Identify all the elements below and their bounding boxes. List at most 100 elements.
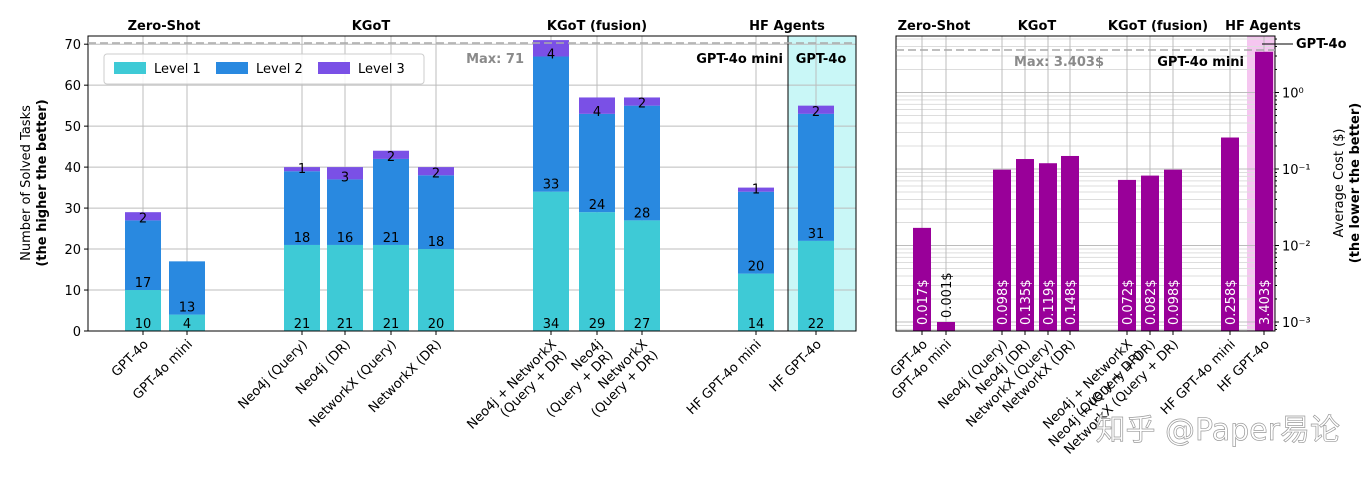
bar-level1 bbox=[738, 273, 774, 331]
data-label-level2: 16 bbox=[337, 231, 354, 246]
left-ytick-label: 70 bbox=[64, 38, 81, 53]
watermark-text: 知乎 @Paper易论 bbox=[1096, 413, 1341, 448]
cost-bar bbox=[993, 169, 1011, 331]
cost-value-label: 0.135$ bbox=[1019, 280, 1034, 326]
bar-level1 bbox=[125, 290, 161, 331]
left-annotation-gpt4o-mini: GPT-4o mini bbox=[696, 52, 783, 67]
average-cost-chart: 10⁻³ 10⁻² 10⁻¹ 10⁰ 0.017$ 0.001$ 0.098$ 0.135$… bbox=[888, 19, 1363, 458]
data-label-level3: 1 bbox=[752, 183, 760, 198]
data-label-level2: 31 bbox=[808, 227, 825, 242]
left-ylabel-sub: (the higher the better) bbox=[35, 99, 50, 266]
bar-level1 bbox=[579, 212, 615, 331]
bar-level1 bbox=[624, 220, 660, 331]
cost-value-label: 3.403$ bbox=[1258, 280, 1273, 326]
legend-swatch-level2 bbox=[216, 62, 248, 74]
data-label-level1: 21 bbox=[337, 317, 354, 332]
data-label-level3: 4 bbox=[547, 47, 555, 62]
data-label-level2: 33 bbox=[543, 178, 560, 193]
right-annotation-gpt4o-mini: GPT-4o mini bbox=[1157, 55, 1244, 70]
data-label-level3: 2 bbox=[139, 211, 147, 226]
bar-level3 bbox=[327, 167, 363, 180]
cost-value-label: 0.017$ bbox=[916, 280, 931, 326]
left-ytick-label: 0 bbox=[73, 325, 81, 340]
cost-bar bbox=[1164, 169, 1182, 331]
left-ytick-label: 30 bbox=[64, 202, 81, 217]
left-xtick-label: NetworkX (Query) bbox=[307, 337, 400, 430]
left-xtick-label: Neo4j (Query) bbox=[236, 337, 311, 412]
left-group-label: Zero-Shot bbox=[128, 19, 201, 34]
left-xtick-label: Neo4j + NetworkX(Query + DR) bbox=[464, 337, 570, 443]
data-label-level3: 1 bbox=[298, 162, 306, 177]
legend: Level 1 Level 2 Level 3 bbox=[103, 53, 425, 85]
cost-bar bbox=[937, 322, 955, 331]
data-label-level2: 18 bbox=[428, 235, 445, 250]
left-ytick-label: 50 bbox=[64, 120, 81, 135]
bar-level3 bbox=[125, 212, 161, 221]
cost-value-label: 0.001$ bbox=[940, 273, 955, 319]
legend-box bbox=[103, 53, 425, 85]
data-label-level3: 2 bbox=[387, 150, 395, 165]
left-ytick-label: 60 bbox=[64, 79, 81, 94]
left-ytick-label: 40 bbox=[64, 161, 81, 176]
data-label-level1: 20 bbox=[428, 317, 445, 332]
cost-value-label: 0.098$ bbox=[1167, 280, 1182, 326]
right-ylabel: Average Cost ($) bbox=[1332, 129, 1347, 238]
left-ytick-label: 20 bbox=[64, 243, 81, 258]
legend-label-level1: Level 1 bbox=[154, 62, 201, 77]
data-label-level1: 10 bbox=[135, 317, 152, 332]
bar-level1 bbox=[284, 244, 320, 331]
data-label-level1: 22 bbox=[808, 317, 825, 332]
bar-level1 bbox=[418, 249, 454, 331]
data-label-level1: 14 bbox=[748, 317, 765, 332]
bar-level2 bbox=[125, 220, 161, 291]
right-plot-frame bbox=[895, 35, 1276, 332]
data-label-level1: 4 bbox=[183, 317, 191, 332]
data-label-level3: 2 bbox=[432, 166, 440, 181]
right-ytick-label: 10⁻³ bbox=[1282, 316, 1311, 331]
bar-level3 bbox=[798, 105, 834, 114]
data-label-level1: 21 bbox=[383, 317, 400, 332]
legend-label-level3: Level 3 bbox=[358, 62, 405, 77]
right-ytick-label: 10⁻² bbox=[1282, 240, 1311, 255]
bar-level2 bbox=[284, 171, 320, 245]
data-label-level1: 34 bbox=[543, 317, 560, 332]
bar-level3 bbox=[284, 167, 320, 172]
data-label-level2: 28 bbox=[634, 206, 651, 221]
left-max-label: Max: 71 bbox=[466, 52, 524, 67]
bar-level1 bbox=[798, 240, 834, 331]
legend-swatch-level3 bbox=[318, 62, 350, 74]
data-label-level3: 2 bbox=[812, 105, 820, 120]
left-ytick-label: 10 bbox=[64, 284, 81, 299]
left-plot-frame bbox=[87, 35, 857, 332]
bar-level3 bbox=[533, 40, 569, 57]
data-label-level3: 3 bbox=[341, 170, 349, 185]
cost-bar bbox=[1016, 159, 1034, 331]
right-group-label: KGoT bbox=[1018, 19, 1057, 34]
left-ylabel: Number of Solved Tasks bbox=[19, 105, 34, 261]
legend-swatch-level1 bbox=[114, 62, 146, 74]
right-annotation-gpt4o: GPT-4o bbox=[1296, 37, 1347, 52]
bar-level1 bbox=[169, 314, 205, 331]
bar-level2 bbox=[327, 179, 363, 245]
left-xtick-label: GPT-4o bbox=[109, 337, 152, 380]
legend-label-level2: Level 2 bbox=[256, 62, 303, 77]
bar-level2 bbox=[798, 113, 834, 241]
bar-level2 bbox=[738, 191, 774, 274]
right-ylabel-sub: (the lower the better) bbox=[1348, 103, 1363, 263]
cost-bar bbox=[1141, 175, 1159, 331]
cost-value-label: 0.148$ bbox=[1064, 280, 1079, 326]
bar-level2 bbox=[169, 261, 205, 315]
bar-level2 bbox=[418, 175, 454, 250]
left-group-label: HF Agents bbox=[749, 19, 825, 34]
bar-level3 bbox=[418, 167, 454, 176]
data-label-level1: 29 bbox=[589, 317, 606, 332]
data-label-level3: 4 bbox=[593, 105, 601, 120]
cost-value-label: 0.258$ bbox=[1224, 280, 1239, 326]
data-label-level2: 17 bbox=[135, 276, 152, 291]
bar-level1 bbox=[327, 244, 363, 331]
data-label-level1: 21 bbox=[294, 317, 311, 332]
left-xtick-label: HF GPT-4o bbox=[767, 337, 825, 395]
bar-level2 bbox=[624, 105, 660, 221]
